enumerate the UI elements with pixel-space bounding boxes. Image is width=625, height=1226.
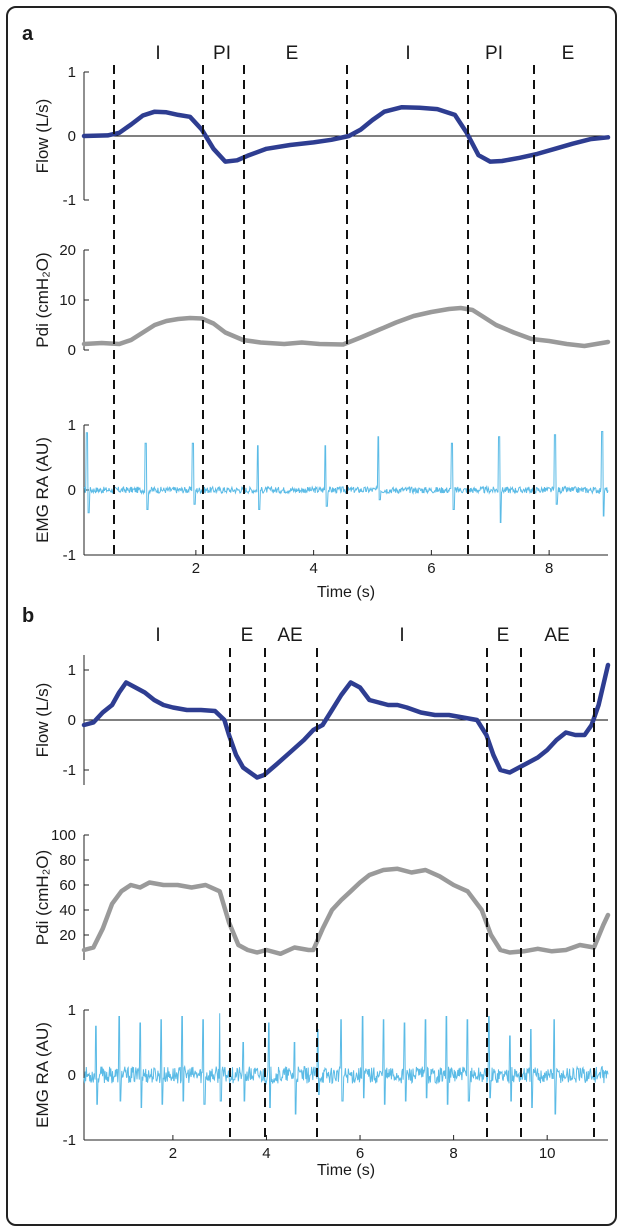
panel-a-phase-labels: I PI E I PI E — [155, 43, 574, 64]
phase-label: I — [399, 625, 404, 646]
phase-label: PI — [485, 43, 503, 64]
panel-label-a: a — [22, 23, 34, 45]
panel-b-phase-labels: I E AE I E AE — [155, 625, 569, 646]
phase-label: AE — [544, 625, 569, 646]
y-tick-label: -1 — [63, 762, 76, 779]
y-axis-label: Pdi (cmH₂O) — [33, 850, 52, 945]
phase-label: PI — [213, 43, 231, 64]
x-axis-label-b: Time (s) — [317, 1162, 375, 1179]
y-tick-label: 0 — [68, 1067, 76, 1084]
phase-label: E — [241, 625, 254, 646]
y-tick-label: 1 — [68, 417, 76, 434]
x-tick-label: 4 — [262, 1145, 270, 1162]
y-tick-label: 10 — [59, 292, 76, 309]
y-tick-label: 0 — [68, 482, 76, 499]
x-tick-label: 8 — [449, 1145, 457, 1162]
y-tick-label: 20 — [59, 242, 76, 259]
emg-series-line — [83, 1013, 609, 1115]
x-tick-label: 6 — [356, 1145, 364, 1162]
y-axis-label: EMG RA (AU) — [33, 437, 52, 543]
phase-label: E — [562, 43, 575, 64]
y-axis-label: Flow (L/s) — [33, 683, 52, 758]
x-tick-label: 2 — [169, 1145, 177, 1162]
x-axis-label-a: Time (s) — [317, 584, 375, 601]
y-tick-label: -1 — [63, 1132, 76, 1149]
panel-label-b: b — [22, 605, 34, 627]
phase-label: E — [286, 43, 299, 64]
y-tick-label: -1 — [63, 192, 76, 209]
y-tick-label: 1 — [68, 64, 76, 81]
x-tick-label: 8 — [545, 560, 553, 577]
x-tick-label: 6 — [427, 560, 435, 577]
y-tick-label: 1 — [68, 1002, 76, 1019]
y-tick-label: -1 — [63, 547, 76, 564]
y-tick-label: 0 — [68, 342, 76, 359]
pdi-series-line — [81, 866, 611, 957]
y-tick-label: 0 — [68, 712, 76, 729]
y-tick-label: 1 — [68, 662, 76, 679]
y-tick-label: 100 — [51, 827, 76, 844]
x-tick-label: 2 — [192, 560, 200, 577]
phase-label: I — [155, 625, 160, 646]
phase-label: E — [497, 625, 510, 646]
phase-label: I — [155, 43, 160, 64]
phase-label: I — [405, 43, 410, 64]
pdi-series-line — [81, 305, 611, 349]
y-tick-label: 40 — [59, 902, 76, 919]
flow-series-line — [81, 662, 611, 780]
y-axis-label: EMG RA (AU) — [33, 1022, 52, 1128]
y-tick-label: 60 — [59, 877, 76, 894]
x-tick-label: 10 — [539, 1145, 556, 1162]
y-tick-label: 0 — [68, 128, 76, 145]
y-axis-label: Pdi (cmH₂O) — [33, 252, 52, 347]
x-tick-label: 4 — [309, 560, 317, 577]
phase-label: AE — [277, 625, 302, 646]
y-axis-label: Flow (L/s) — [33, 99, 52, 174]
y-tick-label: 80 — [59, 852, 76, 869]
flow-series-line — [81, 104, 611, 164]
y-tick-label: 20 — [59, 927, 76, 944]
